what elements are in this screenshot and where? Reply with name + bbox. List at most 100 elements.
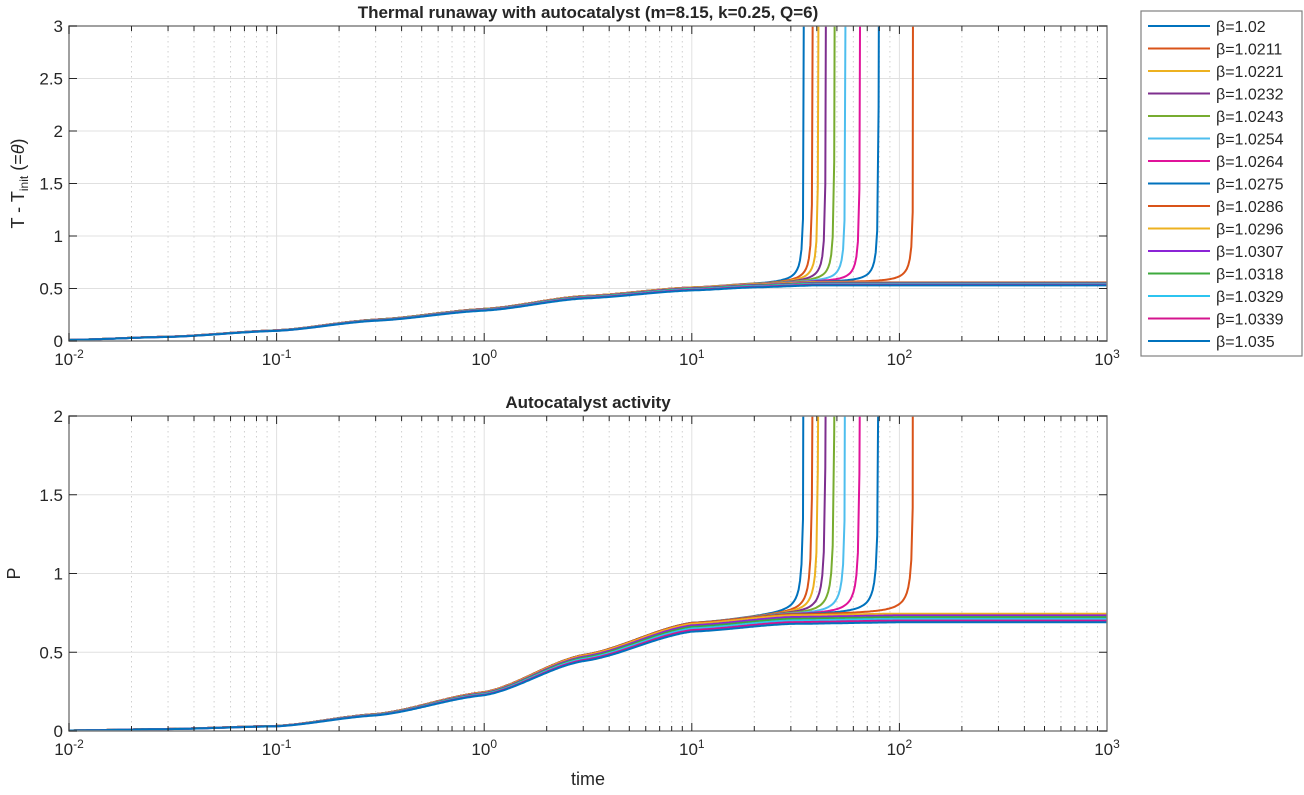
legend-label: β=1.0264: [1216, 154, 1284, 171]
x-tick-label: 102: [887, 737, 913, 759]
legend-item: β=1.0329: [1148, 289, 1284, 306]
x-tick-label: 10-2: [54, 347, 84, 369]
legend-item: β=1.0232: [1148, 87, 1284, 104]
x-tick-exponent: 2: [906, 347, 913, 361]
y-tick-label: 2.5: [39, 70, 63, 89]
legend-item: β=1.02: [1148, 19, 1266, 36]
x-tick-label: 10-1: [262, 737, 292, 759]
y-tick-label: 2: [54, 407, 63, 426]
x-tick-base: 10: [262, 740, 281, 759]
legend-item: β=1.0254: [1148, 132, 1284, 149]
legend-label: β=1.0243: [1216, 109, 1284, 126]
legend-item: β=1.0307: [1148, 244, 1284, 261]
x-tick-label: 100: [471, 737, 497, 759]
y-axis-label-part: ): [8, 139, 28, 145]
legend-label: β=1.0275: [1216, 177, 1284, 194]
legend-label: β=1.0307: [1216, 244, 1284, 261]
legend-label: β=1.0254: [1216, 132, 1284, 149]
y-axis-label-part: init: [17, 175, 31, 191]
legend-item: β=1.0243: [1148, 109, 1284, 126]
legend-label: β=1.0339: [1216, 312, 1284, 329]
legend-label: β=1.0329: [1216, 289, 1284, 306]
x-tick-exponent: 3: [1113, 737, 1120, 751]
series-line-11: [69, 614, 1107, 731]
series-lines: [69, 416, 1107, 731]
x-tick-base: 10: [262, 350, 281, 369]
y-axis-label-part: T - T: [8, 191, 28, 228]
y-tick-label: 1: [54, 227, 63, 246]
legend-item: β=1.035: [1148, 334, 1275, 351]
legend: β=1.02 β=1.0211 β=1.0221 β=1.0232 β=1.0243 β=…: [1140, 10, 1303, 357]
x-tick-exponent: -1: [281, 737, 292, 751]
x-tick-exponent: 0: [490, 347, 497, 361]
x-tick-exponent: 1: [698, 347, 705, 361]
series-line-15: [69, 621, 1107, 731]
y-axis-label: P: [4, 567, 24, 579]
y-tick-label: 0.5: [39, 643, 63, 662]
legend-label: β=1.0221: [1216, 64, 1284, 81]
series-line-13: [69, 283, 1107, 341]
x-tick-base: 10: [679, 350, 698, 369]
x-tick-label: 101: [679, 347, 705, 369]
series-line-11: [69, 281, 1107, 341]
x-tick-exponent: 0: [490, 737, 497, 751]
legend-label: β=1.0211: [1216, 42, 1282, 59]
legend-item: β=1.0296: [1148, 222, 1284, 239]
x-tick-base: 10: [54, 740, 73, 759]
y-tick-label: 0.5: [39, 280, 63, 299]
x-tick-exponent: -2: [73, 737, 84, 751]
legend-item: β=1.0318: [1148, 267, 1284, 284]
x-tick-label: 101: [679, 737, 705, 759]
x-tick-exponent: 1: [698, 737, 705, 751]
chart-title: Autocatalyst activity: [505, 393, 671, 412]
x-tick-label: 102: [887, 347, 913, 369]
x-tick-base: 10: [679, 740, 698, 759]
legend-label: β=1.0296: [1216, 222, 1284, 239]
grid: [69, 25, 1107, 342]
series-line-12: [69, 282, 1107, 341]
x-tick-label: 103: [1094, 737, 1120, 759]
series-lines: [69, 26, 1107, 341]
y-tick-label: 2: [54, 122, 63, 141]
y-axis-label: T - Tinit (=θ): [8, 139, 31, 229]
y-tick-label: 1: [54, 565, 63, 584]
x-tick-exponent: 3: [1113, 347, 1120, 361]
legend-item: β=1.0339: [1148, 312, 1284, 329]
x-tick-base: 10: [887, 350, 906, 369]
x-tick-base: 10: [54, 350, 73, 369]
legend-label: β=1.0286: [1216, 199, 1284, 216]
legend-item: β=1.0221: [1148, 64, 1284, 81]
x-axis-label: time: [571, 769, 605, 789]
grid: [69, 415, 1107, 732]
series-line-14: [69, 283, 1107, 341]
x-tick-exponent: -1: [281, 347, 292, 361]
y-tick-label: 0: [54, 722, 63, 741]
x-tick-exponent: -2: [73, 347, 84, 361]
x-tick-label: 10-2: [54, 737, 84, 759]
x-tick-base: 10: [887, 740, 906, 759]
y-tick-label: 1.5: [39, 175, 63, 194]
series-line-10: [69, 281, 1107, 341]
x-tick-exponent: 2: [906, 737, 913, 751]
legend-label: β=1.0232: [1216, 87, 1284, 104]
y-axis-label-part: P: [4, 567, 24, 579]
legend-item: β=1.0286: [1148, 199, 1284, 216]
x-tick-base: 10: [471, 740, 490, 759]
series-line-10: [69, 612, 1107, 731]
x-tick-label: 10-1: [262, 347, 292, 369]
series-line-15: [69, 284, 1107, 341]
x-tick-base: 10: [1094, 350, 1113, 369]
legend-item: β=1.0264: [1148, 154, 1284, 171]
series-line-14: [69, 619, 1107, 731]
series-line-13: [69, 617, 1107, 731]
series-line-12: [69, 616, 1107, 731]
y-axis-label-part: θ: [8, 144, 28, 154]
legend-item: β=1.0211: [1148, 42, 1282, 59]
x-tick-base: 10: [471, 350, 490, 369]
legend-label: β=1.0318: [1216, 267, 1284, 284]
legend-item: β=1.0275: [1148, 177, 1284, 194]
